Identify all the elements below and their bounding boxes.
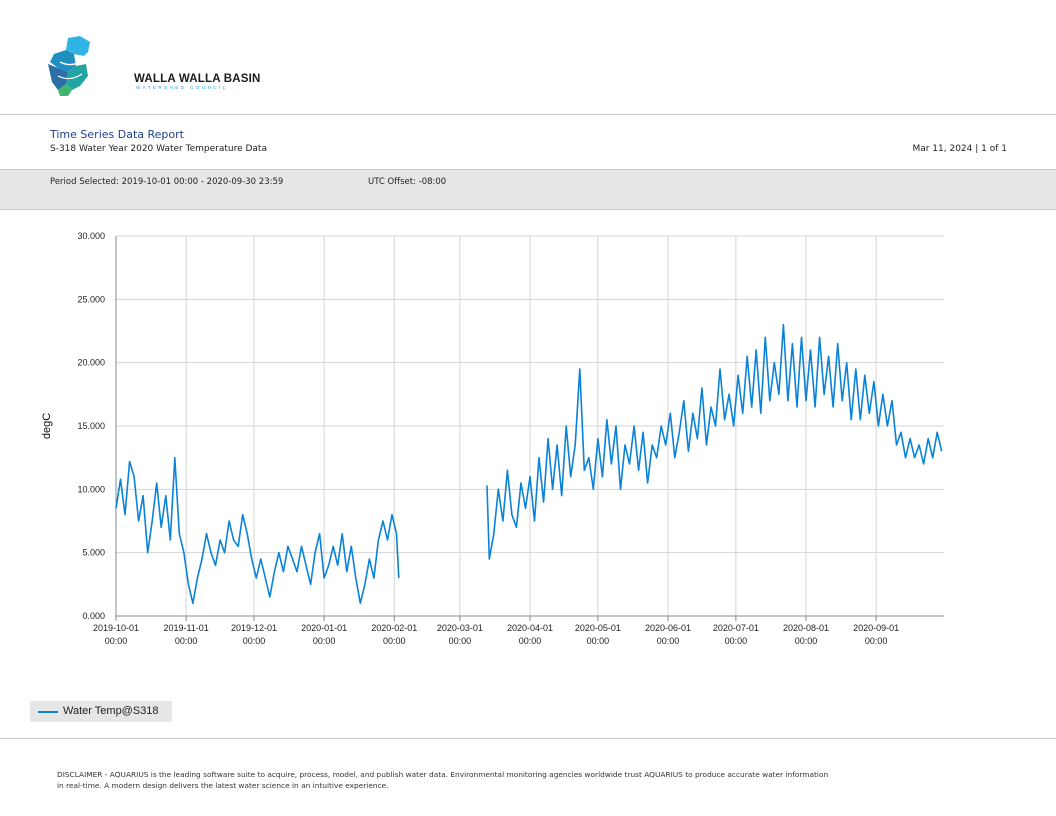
- time-series-chart: 0.000 5.000 10.000 15.000 20.000 25.000 30.000…: [41, 231, 944, 646]
- footer-divider: [0, 738, 1056, 739]
- watershed-logo-icon: [48, 36, 90, 96]
- x-tick-label: 2020-03-01: [437, 623, 483, 633]
- x-tick-time-label: 00:00: [587, 636, 610, 646]
- legend-line-swatch: [38, 711, 58, 713]
- utc-offset: UTC Offset: -08:00: [368, 177, 447, 187]
- x-tick-label: 2020-04-01: [507, 623, 553, 633]
- x-tick-label: 2020-01-01: [301, 623, 347, 633]
- x-tick-time-label: 00:00: [865, 636, 888, 646]
- x-tick-time-label: 00:00: [243, 636, 266, 646]
- y-tick-label: 25.000: [77, 294, 105, 304]
- x-tick-time-label: 00:00: [383, 636, 406, 646]
- x-tick-time-label: 00:00: [795, 636, 818, 646]
- series-line-water-temp: [115, 456, 400, 605]
- disclaimer: DISCLAIMER - AQUARIUS is the leading sof…: [57, 770, 829, 790]
- y-tick-label: 5.000: [82, 548, 105, 558]
- y-tick-label: 0.000: [82, 611, 105, 621]
- y-tick-label: 30.000: [77, 231, 105, 241]
- x-tick-time-label: 00:00: [725, 636, 748, 646]
- header-divider: [0, 114, 1056, 115]
- x-tick-label: 2019-12-01: [231, 623, 277, 633]
- logo-subtitle: WATERSHED COUNCIL: [136, 85, 228, 90]
- logo-name: WALLA WALLA BASIN: [134, 73, 261, 85]
- report-subtitle: S-318 Water Year 2020 Water Temperature …: [50, 144, 267, 154]
- organization-logo: WALLA WALLA BASIN WATERSHED COUNCIL: [46, 32, 260, 98]
- period-bar: [0, 169, 1056, 210]
- x-tick-label: 2020-08-01: [783, 623, 829, 633]
- x-tick-label: 2020-07-01: [713, 623, 759, 633]
- x-tick-time-label: 00:00: [519, 636, 542, 646]
- x-tick-time-label: 00:00: [449, 636, 472, 646]
- x-tick-label: 2020-09-01: [853, 623, 899, 633]
- period-selected: Period Selected: 2019-10-01 00:00 - 2020…: [50, 177, 284, 187]
- x-tick-label: 2020-06-01: [645, 623, 691, 633]
- x-tick-time-label: 00:00: [657, 636, 680, 646]
- x-tick-label: 2020-02-01: [371, 623, 417, 633]
- x-tick-label: 2019-11-01: [163, 623, 208, 633]
- chart-legend: Water Temp@S318: [30, 701, 172, 722]
- y-tick-label: 10.000: [77, 484, 105, 494]
- y-tick-label: 20.000: [77, 358, 105, 368]
- x-tick-label: 2019-10-01: [93, 623, 139, 633]
- y-axis-label: degC: [41, 413, 53, 439]
- x-tick-label: 2020-05-01: [575, 623, 621, 633]
- x-tick-time-label: 00:00: [175, 636, 198, 646]
- report-date-page: Mar 11, 2024 | 1 of 1: [912, 144, 1007, 154]
- y-tick-label: 15.000: [77, 421, 105, 431]
- report-title: Time Series Data Report: [50, 128, 184, 141]
- series-line-water-temp: [486, 323, 943, 560]
- x-tick-time-label: 00:00: [313, 636, 336, 646]
- x-tick-time-label: 00:00: [105, 636, 128, 646]
- legend-label: Water Temp@S318: [63, 705, 159, 717]
